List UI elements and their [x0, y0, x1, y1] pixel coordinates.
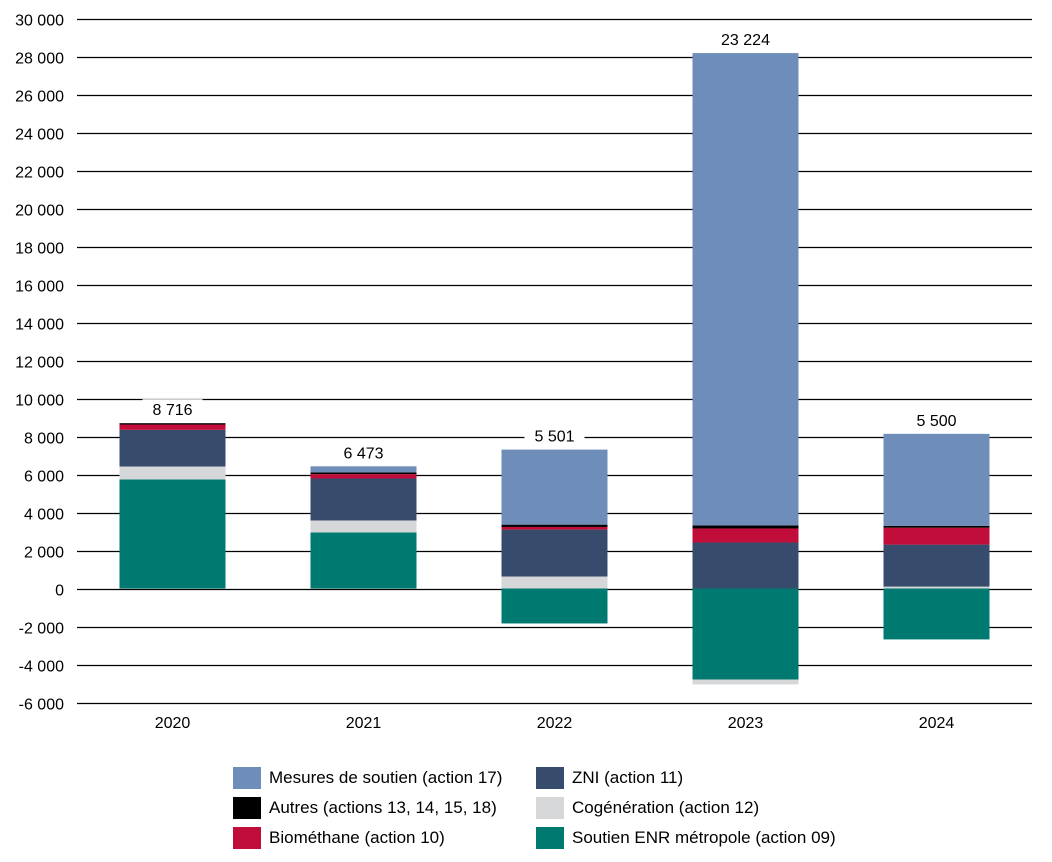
y-tick-label: 22 000	[15, 165, 64, 182]
legend-item: Autres (actions 13, 14, 15, 18)	[233, 796, 536, 819]
bar-segment	[119, 466, 226, 480]
bar-segment	[692, 542, 799, 589]
bar-segment	[692, 588, 799, 680]
total-label: 8 716	[152, 402, 192, 419]
total-label-background	[142, 399, 203, 420]
bars	[119, 53, 990, 685]
stacked-bar-chart: 30 000 28 000 26 000 24 000 22 000 20 000 18 0…	[15, 13, 1032, 732]
legend-item: ZNI (action 11)	[536, 766, 856, 789]
y-tick-label: -2 000	[19, 621, 64, 638]
legend-swatch	[536, 796, 564, 819]
y-tick-label: 12 000	[15, 355, 64, 372]
x-tick-label: 2021	[346, 715, 382, 732]
total-labels: 8 716 6 473 5 501 23 224 5 500	[142, 29, 967, 463]
bar-segment	[692, 679, 799, 685]
y-tick-label: 0	[55, 583, 64, 600]
legend-swatch	[536, 766, 564, 789]
bar-segment	[310, 472, 417, 475]
total-label: 6 473	[343, 445, 383, 462]
y-tick-label: 14 000	[15, 317, 64, 334]
bar-segment	[883, 433, 990, 526]
bar-segment	[310, 466, 417, 473]
bar-segment	[310, 474, 417, 479]
bar-segment	[501, 529, 608, 577]
bar-segment	[310, 520, 417, 533]
bar-segment	[501, 449, 608, 525]
y-tick-label: 28 000	[15, 51, 64, 68]
y-tick-label: 24 000	[15, 127, 64, 144]
legend-swatch	[233, 826, 261, 849]
total-label-background	[715, 29, 776, 50]
legend-label: ZNI (action 11)	[572, 767, 684, 787]
total-label-background	[333, 442, 394, 463]
bar-segment	[119, 429, 226, 467]
total-label: 5 501	[534, 429, 574, 446]
bar-segment	[692, 53, 799, 526]
bar-segment	[501, 526, 608, 530]
bar-segment	[501, 576, 608, 589]
bar-segment	[310, 478, 417, 521]
legend-swatch	[233, 766, 261, 789]
total-label: 23 224	[721, 32, 770, 49]
total-label: 5 500	[916, 413, 956, 430]
legend-swatch	[536, 826, 564, 849]
bar-segment	[883, 527, 990, 545]
legend-label: Autres (actions 13, 14, 15, 18)	[269, 797, 497, 817]
y-tick-label: 4 000	[24, 507, 64, 524]
bar-segment	[692, 528, 799, 543]
x-tick-label: 2023	[728, 715, 764, 732]
y-tick-label: 18 000	[15, 241, 64, 258]
legend: Mesures de soutien (action 17) ZNI (acti…	[233, 766, 856, 849]
y-tick-label: 6 000	[24, 469, 64, 486]
bar-segment	[119, 424, 226, 430]
x-axis-ticks: 2020 2021 2022 2023 2024	[155, 715, 955, 732]
legend-item: Mesures de soutien (action 17)	[233, 766, 536, 789]
total-label-background	[524, 425, 585, 446]
y-tick-label: 16 000	[15, 279, 64, 296]
x-tick-label: 2022	[537, 715, 573, 732]
bar-segment	[883, 525, 990, 528]
y-tick-label: 2 000	[24, 545, 64, 562]
y-tick-label: -4 000	[19, 659, 64, 676]
bar-segment	[310, 532, 417, 589]
legend-item: Soutien ENR métropole (action 09)	[536, 826, 856, 849]
y-tick-label: -6 000	[19, 697, 64, 714]
legend-swatch	[233, 796, 261, 819]
x-tick-label: 2020	[155, 715, 191, 732]
y-tick-label: 8 000	[24, 431, 64, 448]
y-axis-ticks: 30 000 28 000 26 000 24 000 22 000 20 000 18 0…	[15, 13, 64, 714]
legend-label: Mesures de soutien (action 17)	[269, 767, 503, 787]
y-tick-label: 26 000	[15, 89, 64, 106]
legend-label: Biométhane (action 10)	[269, 827, 445, 847]
legend-label: Soutien ENR métropole (action 09)	[572, 827, 836, 847]
bar-segment	[883, 586, 990, 589]
bar-segment	[501, 588, 608, 624]
bar-segment	[883, 588, 990, 640]
x-tick-label: 2024	[919, 715, 955, 732]
bar-segment	[119, 479, 226, 589]
bar-segment	[119, 423, 226, 425]
legend-item: Biométhane (action 10)	[233, 826, 536, 849]
bar-segment	[692, 525, 799, 529]
y-tick-label: 10 000	[15, 393, 64, 410]
bar-segment	[883, 544, 990, 587]
legend-label: Cogénération (action 12)	[572, 797, 760, 817]
total-label-background	[906, 409, 967, 430]
bar-segment	[501, 524, 608, 527]
y-tick-label: 30 000	[15, 13, 64, 30]
y-tick-label: 20 000	[15, 203, 64, 220]
legend-item: Cogénération (action 12)	[536, 796, 856, 819]
